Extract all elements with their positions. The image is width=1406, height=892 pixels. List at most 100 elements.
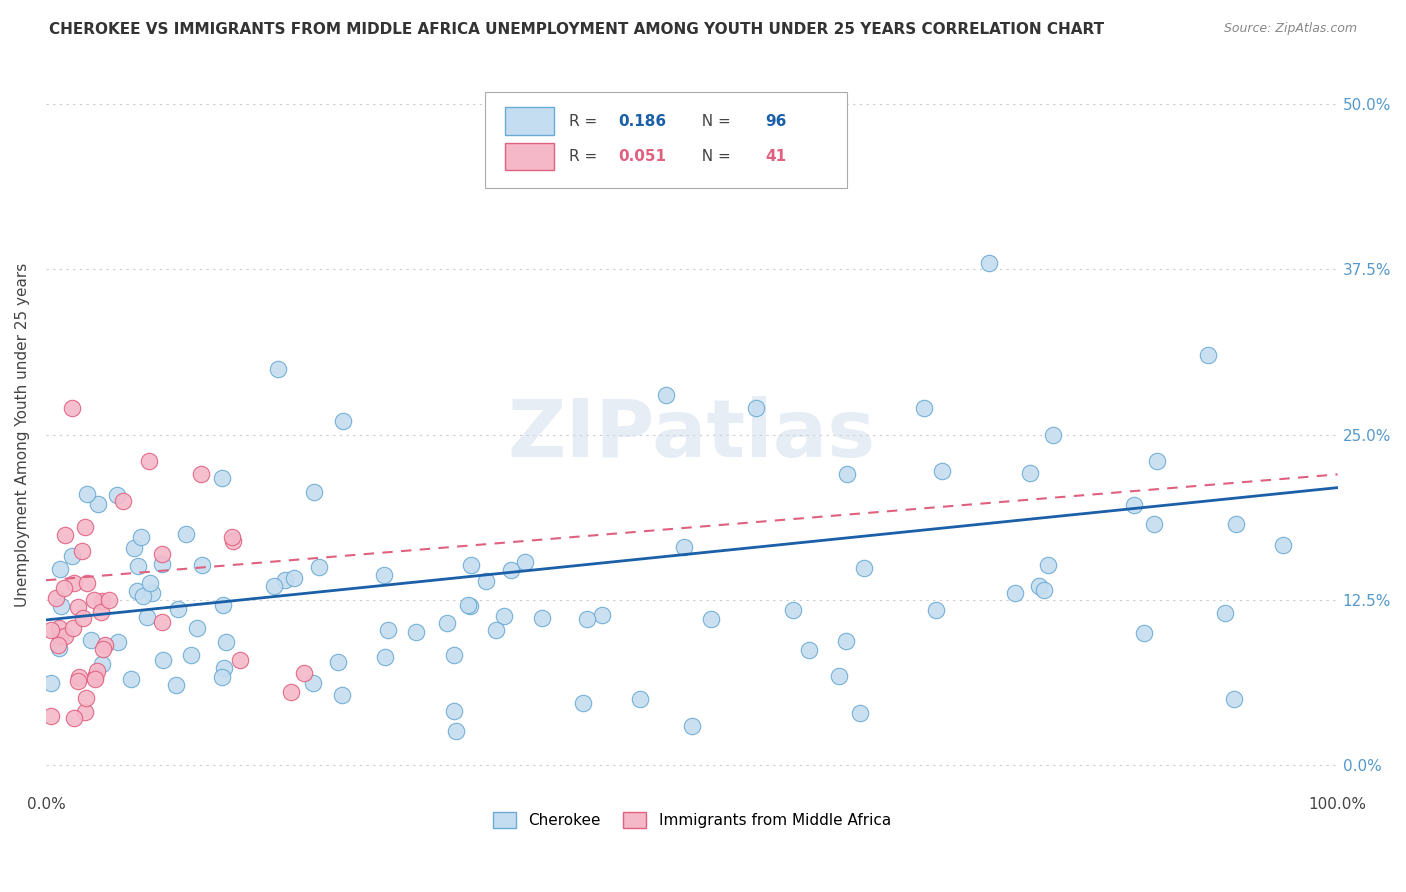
Point [460, 558, 482, 573]
Point [45, 591, 67, 605]
Point [443, 704, 465, 718]
Point [332, 689, 354, 703]
Point [122, 541, 145, 555]
Point [852, 561, 875, 575]
Point [405, 625, 427, 640]
Point [457, 598, 479, 612]
Point [49, 562, 72, 576]
Point [125, 584, 148, 599]
Point [132, 589, 155, 603]
Point [63, 575, 86, 590]
Text: 0.186: 0.186 [619, 113, 666, 128]
Point [94, 638, 117, 652]
Point [69, 670, 91, 684]
Point [186, 621, 208, 635]
Point [211, 670, 233, 684]
Point [848, 706, 870, 720]
Point [513, 555, 536, 569]
Point [700, 612, 723, 626]
Point [925, 603, 948, 617]
Point [66, 599, 89, 614]
Point [91, 641, 114, 656]
Point [301, 676, 323, 690]
Legend: Cherokee, Immigrants from Middle Africa: Cherokee, Immigrants from Middle Africa [486, 806, 897, 834]
Point [283, 571, 305, 585]
Point [60, 549, 83, 563]
Point [141, 586, 163, 600]
Point [280, 684, 302, 698]
FancyBboxPatch shape [485, 92, 846, 188]
Point [267, 361, 290, 376]
Point [90, 657, 112, 671]
Point [672, 541, 695, 555]
Point [745, 401, 768, 416]
Text: R =: R = [569, 149, 602, 164]
FancyBboxPatch shape [505, 107, 554, 135]
Point [46, 638, 69, 652]
Point [977, 255, 1000, 269]
Point [655, 388, 678, 402]
Point [215, 635, 238, 649]
Point [87, 497, 110, 511]
Point [75, 691, 97, 706]
Point [84, 672, 107, 686]
Point [628, 692, 651, 706]
Point [180, 648, 202, 662]
Point [63, 711, 86, 725]
Y-axis label: Unemployment Among Youth under 25 years: Unemployment Among Youth under 25 years [15, 262, 30, 607]
Point [444, 724, 467, 739]
Point [531, 611, 554, 625]
Point [105, 488, 128, 502]
Point [73, 520, 96, 534]
Point [166, 602, 188, 616]
Point [150, 558, 173, 572]
Point [98, 593, 121, 607]
Point [1036, 558, 1059, 573]
Point [39, 708, 62, 723]
Text: Source: ZipAtlas.com: Source: ZipAtlas.com [1223, 22, 1357, 36]
Point [1032, 583, 1054, 598]
Point [72, 611, 94, 625]
Point [150, 547, 173, 561]
Point [212, 598, 235, 612]
Point [494, 609, 516, 624]
Point [76, 487, 98, 501]
Point [526, 136, 548, 151]
Point [152, 653, 174, 667]
Point [797, 643, 820, 657]
Point [302, 484, 325, 499]
Point [127, 558, 149, 573]
Point [1213, 607, 1236, 621]
Point [221, 530, 243, 544]
Point [136, 610, 159, 624]
Point [591, 607, 613, 622]
Point [499, 563, 522, 577]
Text: ZIPatlas: ZIPatlas [508, 396, 876, 474]
Point [107, 634, 129, 648]
Point [48, 640, 70, 655]
Point [91, 594, 114, 608]
Point [373, 568, 395, 582]
Text: 96: 96 [765, 113, 787, 128]
FancyBboxPatch shape [505, 144, 554, 170]
Point [681, 719, 703, 733]
Point [120, 673, 142, 687]
Point [458, 599, 481, 613]
Point [138, 454, 160, 468]
Point [48, 621, 70, 635]
Point [1028, 579, 1050, 593]
Point [211, 471, 233, 485]
Point [1271, 538, 1294, 552]
Point [228, 653, 250, 667]
Point [39, 624, 62, 638]
Point [1123, 498, 1146, 512]
Point [576, 612, 599, 626]
Point [292, 665, 315, 680]
Text: 0.051: 0.051 [619, 149, 666, 164]
Point [912, 401, 935, 416]
Point [72, 544, 94, 558]
Text: CHEROKEE VS IMMIGRANTS FROM MIDDLE AFRICA UNEMPLOYMENT AMONG YOUTH UNDER 25 YEAR: CHEROKEE VS IMMIGRANTS FROM MIDDLE AFRIC… [49, 22, 1104, 37]
Point [931, 464, 953, 478]
Point [263, 579, 285, 593]
Point [827, 669, 849, 683]
